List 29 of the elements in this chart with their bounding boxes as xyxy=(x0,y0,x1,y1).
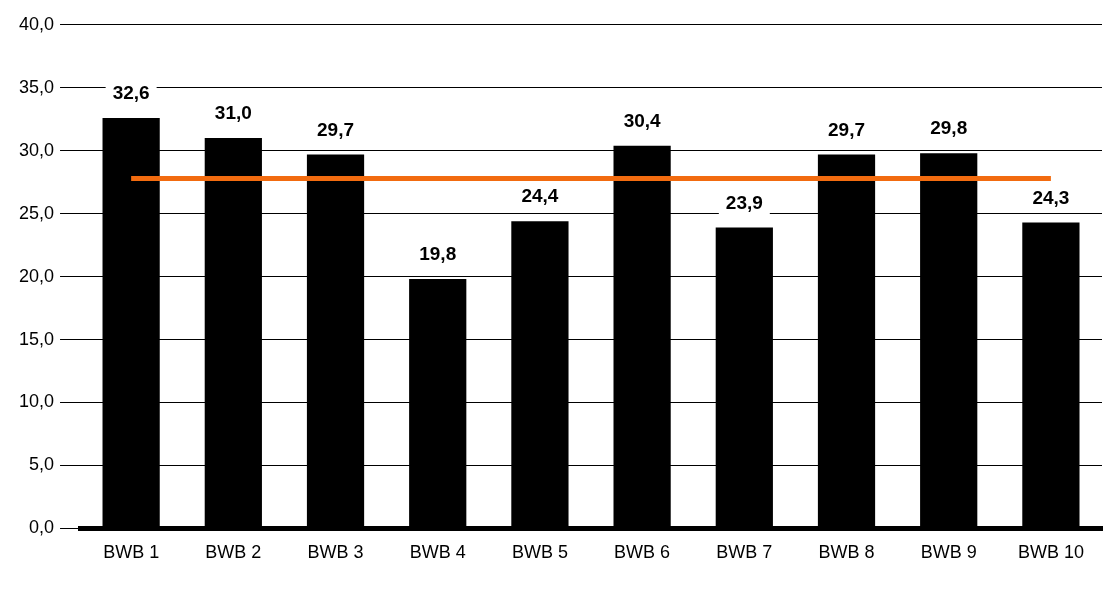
y-tick-label: 15,0 xyxy=(18,328,55,349)
y-tick-label: 20,0 xyxy=(18,265,55,286)
y-tick-label: 5,0 xyxy=(29,454,55,475)
x-tick-label: BWB 6 xyxy=(614,542,671,563)
x-tick-label: BWB 4 xyxy=(409,542,466,563)
x-tick-label: BWB 10 xyxy=(1017,542,1084,563)
data-label: 23,9 xyxy=(725,191,763,213)
x-tick-label: BWB 9 xyxy=(920,542,977,563)
data-label: 29,7 xyxy=(828,118,865,140)
data-label: 29,7 xyxy=(317,118,355,140)
x-tick-label: BWB 5 xyxy=(511,542,568,563)
data-label: 30,4 xyxy=(623,109,662,131)
data-label: 24,3 xyxy=(1032,186,1070,208)
x-tick-label: BWB 7 xyxy=(716,542,773,563)
x-tick-label: BWB 8 xyxy=(818,542,875,563)
y-tick-label: 25,0 xyxy=(18,202,55,223)
data-label: 31,0 xyxy=(214,102,252,124)
y-tick-label: 35,0 xyxy=(18,76,55,97)
x-tick-label: BWB 2 xyxy=(205,542,262,563)
data-label: 29,8 xyxy=(930,117,968,139)
data-label: 19,8 xyxy=(419,243,457,265)
y-tick-label: 0,0 xyxy=(29,517,55,538)
data-label: 24,4 xyxy=(521,185,559,207)
y-tick-label: 10,0 xyxy=(18,391,55,412)
x-tick-label: BWB 1 xyxy=(103,542,160,563)
y-tick-label: 30,0 xyxy=(18,139,55,160)
x-tick-label: BWB 3 xyxy=(307,542,364,563)
y-tick-label: 40,0 xyxy=(18,13,55,34)
data-label: 32,6 xyxy=(112,82,150,104)
